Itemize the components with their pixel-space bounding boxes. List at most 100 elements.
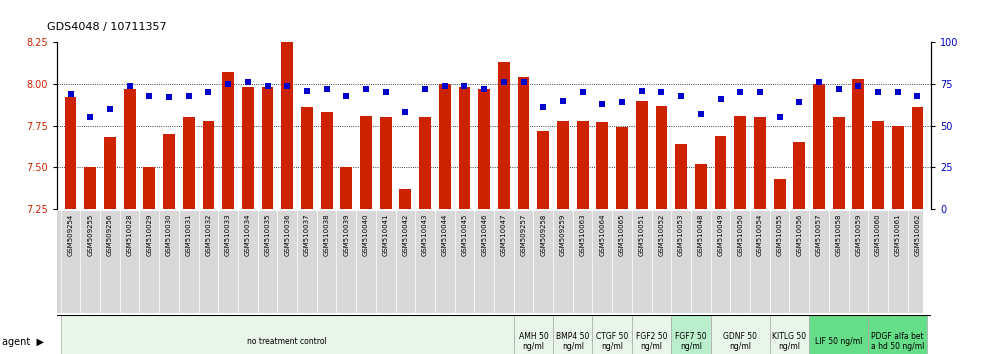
Bar <box>124 89 135 209</box>
Text: GSM510055: GSM510055 <box>777 214 783 256</box>
Bar <box>301 107 313 209</box>
Point <box>358 86 374 92</box>
Bar <box>498 62 510 209</box>
Bar <box>833 117 845 209</box>
Bar <box>85 167 97 209</box>
Bar <box>675 144 687 209</box>
Bar <box>671 315 711 354</box>
Bar <box>597 122 609 209</box>
Bar <box>635 101 647 209</box>
Text: GSM510030: GSM510030 <box>166 214 172 256</box>
Bar <box>711 315 770 354</box>
Text: GSM509257: GSM509257 <box>521 214 527 256</box>
Point <box>871 90 886 95</box>
Point <box>575 90 591 95</box>
Point <box>299 88 315 93</box>
Text: GSM510058: GSM510058 <box>836 214 842 256</box>
Point <box>437 83 453 88</box>
Bar <box>478 89 490 209</box>
Point <box>673 93 689 98</box>
Text: BMP4 50
ng/ml: BMP4 50 ng/ml <box>556 332 590 351</box>
Text: GSM509258: GSM509258 <box>540 214 546 256</box>
Text: GSM510049: GSM510049 <box>717 214 723 256</box>
Point <box>555 98 571 104</box>
Point <box>653 90 669 95</box>
Text: CTGF 50
ng/ml: CTGF 50 ng/ml <box>596 332 628 351</box>
Bar <box>813 84 825 209</box>
Text: GSM510056: GSM510056 <box>796 214 803 256</box>
Text: GSM510053: GSM510053 <box>678 214 684 256</box>
Text: KITLG 50
ng/ml: KITLG 50 ng/ml <box>772 332 807 351</box>
Bar <box>183 117 194 209</box>
Text: GSM510059: GSM510059 <box>856 214 862 256</box>
Bar <box>379 117 391 209</box>
Text: GSM510054: GSM510054 <box>757 214 763 256</box>
Bar <box>911 107 923 209</box>
Text: GSM510052: GSM510052 <box>658 214 664 256</box>
Text: GSM510044: GSM510044 <box>442 214 448 256</box>
Text: GSM510041: GSM510041 <box>382 214 388 256</box>
Point <box>712 96 728 102</box>
Point <box>63 91 79 97</box>
Bar <box>774 179 786 209</box>
Point <box>397 109 413 115</box>
Text: GSM510034: GSM510034 <box>245 214 251 256</box>
Text: GSM509254: GSM509254 <box>68 214 74 256</box>
Text: GSM510064: GSM510064 <box>600 214 606 256</box>
Point <box>476 86 492 92</box>
Bar <box>872 121 884 209</box>
Point <box>693 111 709 117</box>
Point <box>595 101 611 107</box>
Text: GSM510032: GSM510032 <box>205 214 211 256</box>
Point <box>220 81 236 87</box>
Bar <box>553 315 593 354</box>
Point <box>456 83 472 88</box>
Text: no treatment control: no treatment control <box>247 337 327 346</box>
Point <box>200 90 216 95</box>
Text: GSM510057: GSM510057 <box>816 214 822 256</box>
Bar <box>65 97 77 209</box>
Bar <box>794 142 805 209</box>
Point <box>141 93 157 98</box>
Point <box>377 90 393 95</box>
Bar <box>61 315 514 354</box>
Bar <box>419 117 431 209</box>
Text: FGF7 50
ng/ml: FGF7 50 ng/ml <box>675 332 707 351</box>
Point <box>851 83 867 88</box>
Bar <box>104 137 116 209</box>
Text: GSM510037: GSM510037 <box>304 214 310 256</box>
Point <box>633 88 649 93</box>
Point <box>831 86 847 92</box>
Text: GSM509256: GSM509256 <box>107 214 113 256</box>
Bar <box>734 116 746 209</box>
Text: GSM510043: GSM510043 <box>422 214 428 256</box>
Text: GSM509259: GSM509259 <box>560 214 566 256</box>
Bar <box>557 121 569 209</box>
Bar <box>891 126 903 209</box>
Bar <box>770 315 809 354</box>
Bar <box>695 164 707 209</box>
Text: GSM509255: GSM509255 <box>88 214 94 256</box>
Bar <box>281 42 293 209</box>
Text: AMH 50
ng/ml: AMH 50 ng/ml <box>519 332 548 351</box>
Bar <box>869 315 927 354</box>
Bar <box>458 87 470 209</box>
Text: agent  ▶: agent ▶ <box>2 337 44 347</box>
Text: GDS4048 / 10711357: GDS4048 / 10711357 <box>47 22 166 32</box>
Bar <box>593 315 631 354</box>
Bar <box>853 79 865 209</box>
Text: GSM510060: GSM510060 <box>875 214 881 256</box>
Bar <box>163 134 175 209</box>
Bar <box>754 117 766 209</box>
Text: GSM510047: GSM510047 <box>501 214 507 256</box>
Bar <box>617 127 627 209</box>
Text: GSM510042: GSM510042 <box>402 214 408 256</box>
Text: GSM510028: GSM510028 <box>126 214 132 256</box>
Text: GSM510036: GSM510036 <box>284 214 290 256</box>
Bar <box>143 167 155 209</box>
Bar <box>242 87 254 209</box>
Bar <box>361 116 372 209</box>
Bar <box>714 136 726 209</box>
Point <box>319 86 335 92</box>
Point <box>496 80 512 85</box>
